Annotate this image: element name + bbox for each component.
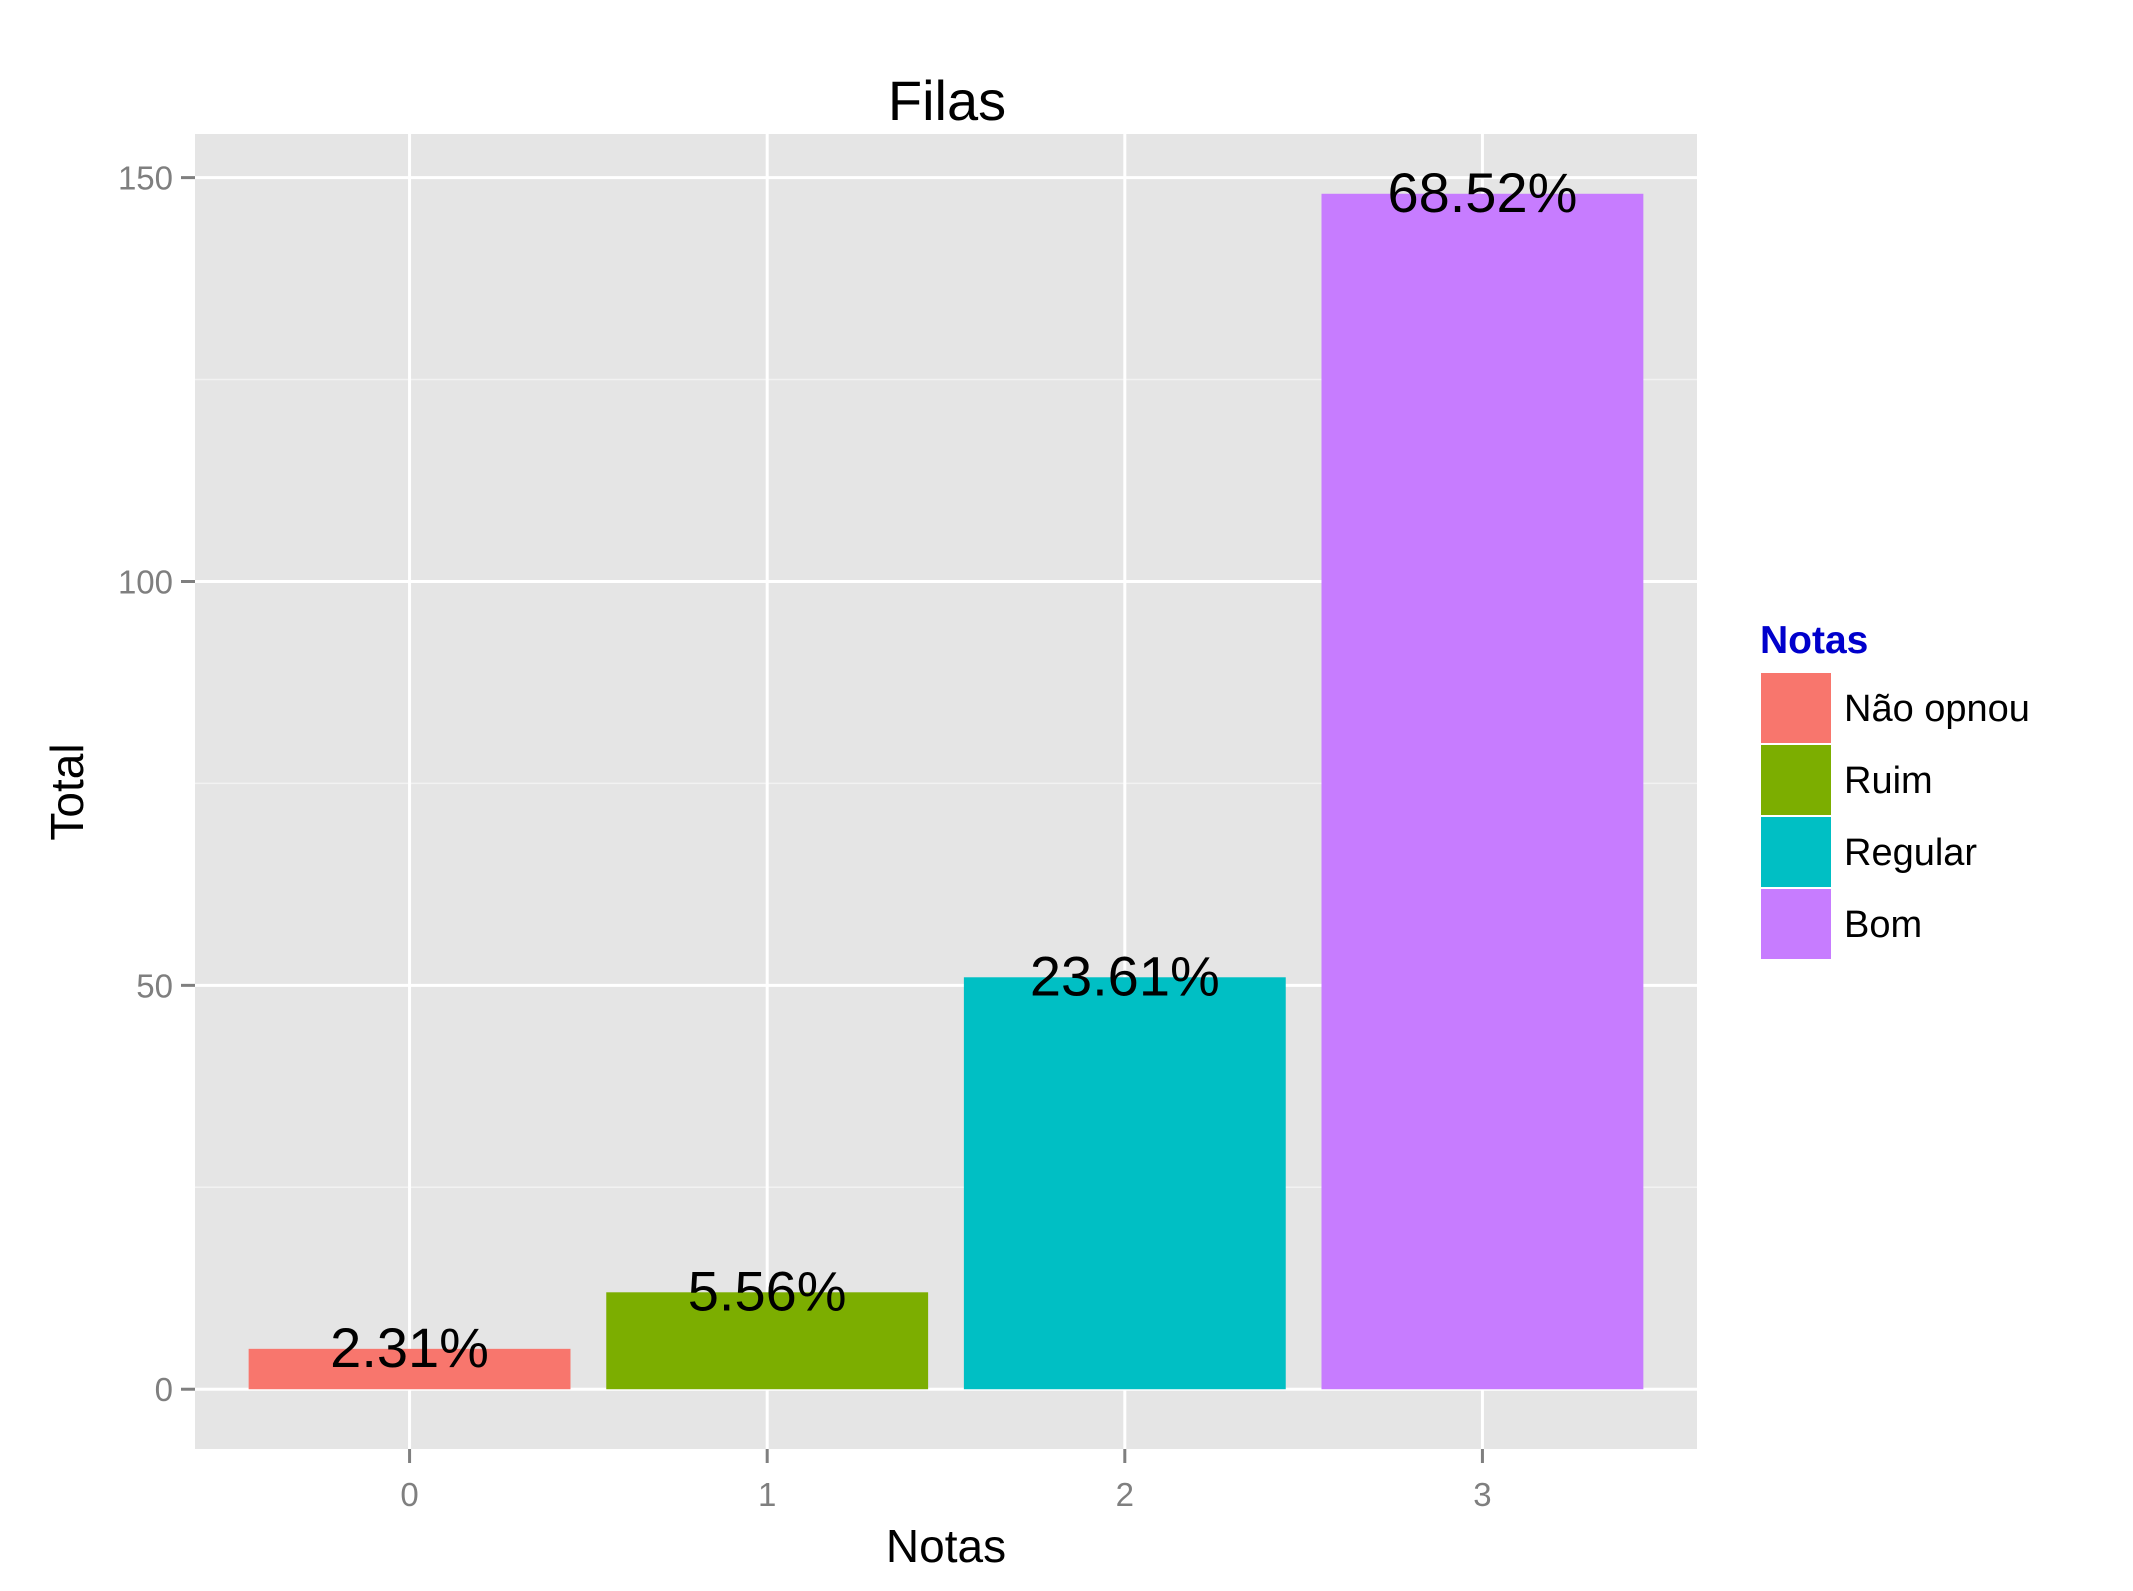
x-axis-title: Notas	[886, 1520, 1006, 1572]
x-axis: 0 1 2 3	[400, 1449, 1492, 1513]
legend-label: Bom	[1844, 904, 1922, 946]
y-tick-label: 150	[118, 160, 173, 197]
data-label: 68.52%	[1387, 161, 1577, 224]
data-label: 23.61%	[1030, 944, 1220, 1007]
legend: Notas Não opnou Ruim Regular Bom	[1759, 619, 2030, 961]
bars	[248, 193, 1644, 1390]
x-tick-label: 3	[1473, 1476, 1491, 1513]
bar-1	[606, 1292, 929, 1390]
bar-0	[248, 1348, 571, 1390]
data-labels: 2.31% 5.56% 23.61% 68.52%	[330, 161, 1577, 1379]
y-tick-label: 50	[136, 967, 173, 1004]
legend-swatch	[1761, 889, 1831, 959]
y-tick-label: 0	[155, 1371, 173, 1408]
bar-2	[963, 977, 1286, 1390]
y-tick-label: 100	[118, 563, 173, 600]
chart-title: Filas	[888, 69, 1006, 132]
x-tick-label: 0	[400, 1476, 418, 1513]
legend-swatch	[1761, 817, 1831, 887]
legend-swatch	[1761, 673, 1831, 743]
bar-3	[1321, 193, 1644, 1390]
legend-label: Ruim	[1844, 760, 1933, 802]
x-tick-label: 1	[758, 1476, 776, 1513]
legend-title: Notas	[1760, 619, 1868, 662]
legend-label: Regular	[1844, 832, 1977, 874]
data-label: 2.31%	[330, 1316, 489, 1379]
legend-label: Não opnou	[1844, 688, 2030, 730]
legend-swatch	[1761, 745, 1831, 815]
x-tick-label: 2	[1116, 1476, 1134, 1513]
y-axis-title: Total	[41, 743, 93, 840]
y-axis: 0 50 100 150	[118, 160, 195, 1408]
data-label: 5.56%	[688, 1259, 847, 1322]
legend-entries: Não opnou Ruim Regular Bom	[1759, 671, 2030, 961]
